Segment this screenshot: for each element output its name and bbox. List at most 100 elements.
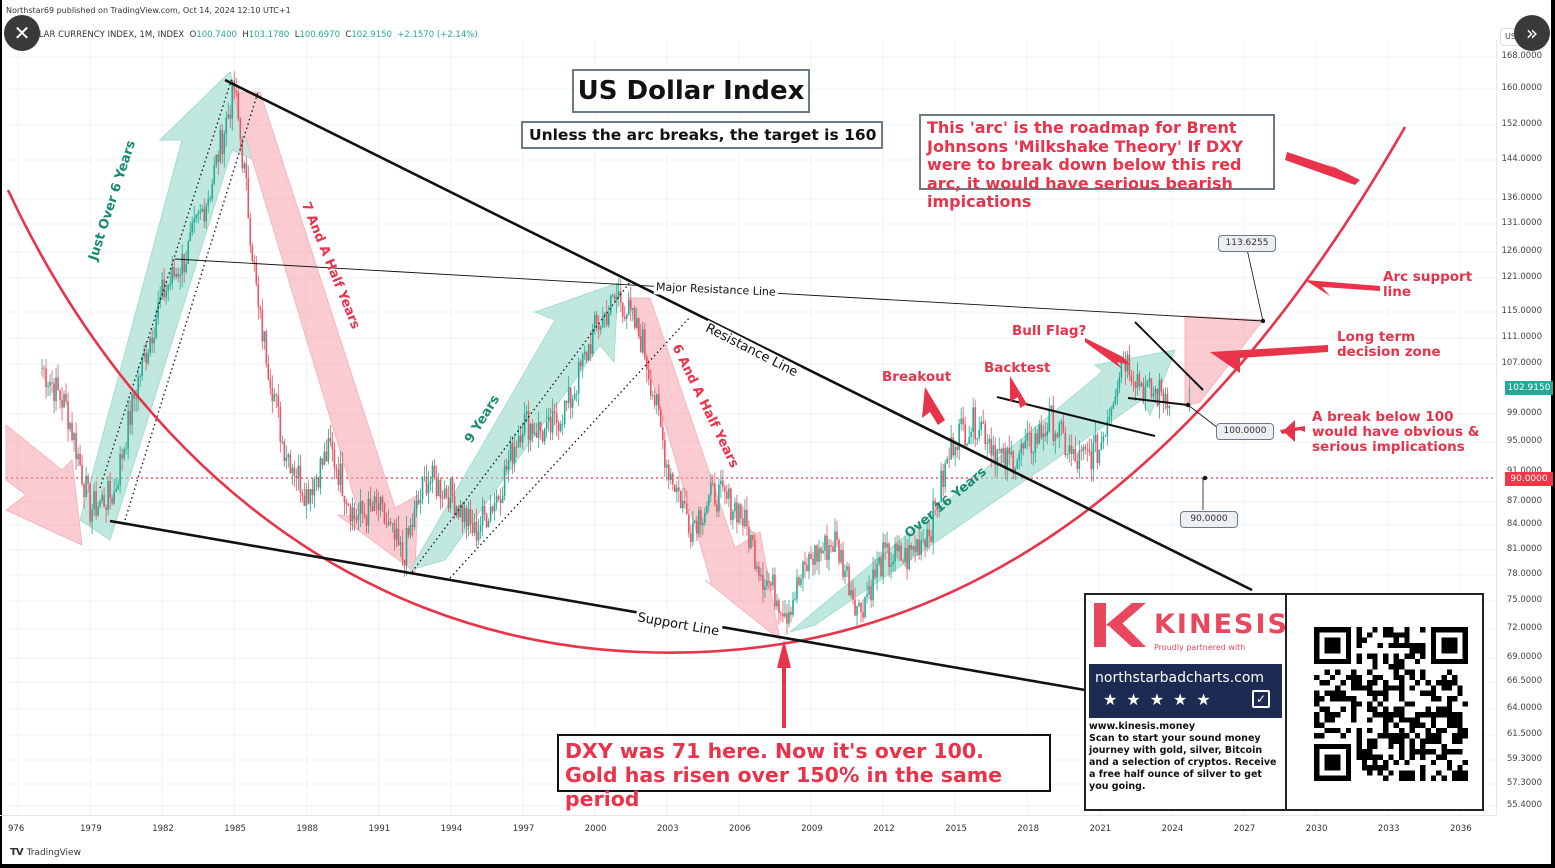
- decision-line2: decision zone: [1337, 344, 1441, 360]
- price-tick: 152.0000: [1501, 119, 1542, 129]
- low-value: 100.6970: [299, 30, 340, 40]
- time-tick: 2021: [1089, 824, 1112, 834]
- high-value: 103.1780: [248, 30, 290, 40]
- line-price-badge: 90.0000: [1505, 472, 1553, 486]
- chart-title: US Dollar Index: [572, 69, 810, 113]
- price-tick: 99.0000: [1506, 408, 1542, 418]
- price-tick: 81.0000: [1506, 544, 1542, 554]
- price-tick: 160.0000: [1501, 83, 1542, 93]
- arc-support-line1: Arc support: [1383, 269, 1473, 285]
- label-bull-flag: Bull Flag?: [1012, 323, 1087, 339]
- price-tick: 121.0000: [1501, 272, 1542, 282]
- label-decision-zone: Long term decision zone: [1337, 330, 1441, 360]
- time-tick: 1988: [296, 824, 319, 834]
- star-rating-icon: ★★★★★: [1103, 690, 1220, 709]
- arc-support-line: [6, 126, 1407, 654]
- price-tick: 61.5000: [1506, 729, 1542, 739]
- change-value: +2.1570 (+2.14%): [397, 30, 478, 40]
- tradingview-logo[interactable]: TV TradingView: [10, 847, 81, 858]
- arc-note: This 'arc' is the roadmap for Brent John…: [919, 114, 1275, 211]
- open-value: 100.7400: [196, 30, 237, 40]
- kinesis-brand: KINESIS: [1154, 609, 1289, 640]
- price-tick: 111.0000: [1501, 332, 1542, 342]
- price-tick: 78.0000: [1506, 569, 1542, 579]
- price-tick: 59.3000: [1506, 754, 1542, 764]
- time-tick: 1997: [512, 824, 535, 834]
- brand-label: TradingView: [26, 847, 81, 858]
- sponsor-panel[interactable]: KINESIS Proudly partnered with northstar…: [1084, 593, 1484, 811]
- open-label: O: [189, 30, 197, 40]
- site-name: northstarbadcharts.com: [1095, 670, 1265, 686]
- price-tick: 87.0000: [1506, 496, 1542, 506]
- sponsor-pitch: Scan to start your sound money journey w…: [1089, 733, 1277, 792]
- qr-code-icon[interactable]: [1314, 627, 1468, 781]
- partner-label: Proudly partnered with: [1154, 643, 1246, 652]
- price-tick: 136.0000: [1501, 193, 1542, 203]
- time-tick: 1982: [152, 824, 174, 834]
- price-tick: 72.0000: [1506, 623, 1542, 633]
- candlesticks: [41, 71, 1191, 635]
- next-button[interactable]: »: [1514, 15, 1550, 51]
- time-tick: 2033: [1377, 824, 1400, 834]
- sponsor-text: www.kinesis.money Scan to start your sou…: [1089, 721, 1284, 793]
- annotation-arrows: [777, 152, 1380, 728]
- price-tick: 66.5000: [1506, 676, 1542, 686]
- chart-subtitle: Unless the arc breaks, the target is 160: [521, 121, 883, 149]
- break-line1: A break below 100: [1312, 409, 1454, 425]
- tradingview-icon: TV: [10, 847, 24, 858]
- break-line2: would have obvious &: [1312, 424, 1480, 440]
- time-tick: 1985: [224, 824, 246, 834]
- time-tick: 2009: [801, 824, 823, 834]
- ohlc-legend: LLAR CURRENCY INDEX, 1M, INDEX O100.7400…: [6, 30, 478, 40]
- time-tick: 2030: [1305, 824, 1328, 834]
- price-tick: 55.4000: [1506, 800, 1542, 810]
- time-tick: 1994: [440, 824, 463, 834]
- dxy-note: DXY was 71 here. Now it's over 100. Gold…: [557, 734, 1051, 811]
- price-tick: 107.0000: [1501, 358, 1542, 368]
- time-tick: 2003: [656, 824, 679, 834]
- label-breakout: Breakout: [882, 369, 952, 385]
- price-tick: 131.0000: [1501, 218, 1542, 228]
- time-tick: 2024: [1161, 824, 1184, 834]
- price-tick: 126.0000: [1501, 246, 1542, 256]
- price-tick: 75.0000: [1506, 595, 1542, 605]
- close-button[interactable]: ✕: [4, 15, 40, 51]
- price-tick: 95.0000: [1506, 436, 1542, 446]
- last-price-badge: 102.9150: [1505, 381, 1553, 395]
- low-label: L: [294, 30, 300, 40]
- price-tick: 69.0000: [1506, 652, 1542, 662]
- sponsor-info: KINESIS Proudly partnered with northstar…: [1086, 595, 1287, 809]
- price-tick: 115.0000: [1501, 306, 1542, 316]
- price-tick: 84.0000: [1506, 519, 1542, 529]
- chevron-double-right-icon: »: [1525, 21, 1539, 45]
- price-tick: 64.0000: [1506, 703, 1542, 713]
- time-tick: 2015: [945, 824, 967, 834]
- published-info: Northstar69 published on TradingView.com…: [6, 6, 291, 15]
- price-tick: 144.0000: [1501, 154, 1542, 164]
- cycle-arrows: [5, 71, 1176, 642]
- time-axis[interactable]: 976 1979 1982 1985 1988 1991 1994 1997 2000 2003 2…: [0, 815, 1496, 842]
- time-tick: 976: [8, 824, 25, 834]
- price-axis[interactable]: 168.0000 160.0000 152.0000 144.0000 136.0000…: [1496, 40, 1550, 815]
- time-tick: 2012: [873, 824, 895, 834]
- time-tick: 1979: [80, 824, 102, 834]
- label-break-below-100: A break below 100 would have obvious & ser…: [1312, 410, 1479, 455]
- time-tick: 2000: [584, 824, 607, 834]
- time-tick: 2036: [1450, 824, 1472, 834]
- channel-lines: [99, 77, 691, 579]
- sponsor-url[interactable]: www.kinesis.money: [1089, 721, 1196, 732]
- symbol-name: LLAR CURRENCY INDEX, 1M, INDEX: [34, 30, 185, 40]
- northstar-banner: northstarbadcharts.com ★★★★★ ✓: [1089, 664, 1282, 718]
- value-tag-90: 90.0000: [1180, 511, 1238, 528]
- time-tick: 2027: [1233, 824, 1256, 834]
- time-tick: 1991: [368, 824, 391, 834]
- break-line3: serious implications: [1312, 439, 1465, 455]
- arc-support-line2: line: [1383, 284, 1412, 300]
- close-value: 102.9150: [351, 30, 392, 40]
- label-arc-support: Arc support line: [1383, 270, 1472, 300]
- price-tick: 168.0000: [1501, 51, 1542, 61]
- label-backtest: Backtest: [984, 360, 1051, 376]
- anchor-points: [1185, 318, 1266, 481]
- decision-line1: Long term: [1337, 329, 1416, 345]
- price-tick: 57.3000: [1506, 778, 1542, 788]
